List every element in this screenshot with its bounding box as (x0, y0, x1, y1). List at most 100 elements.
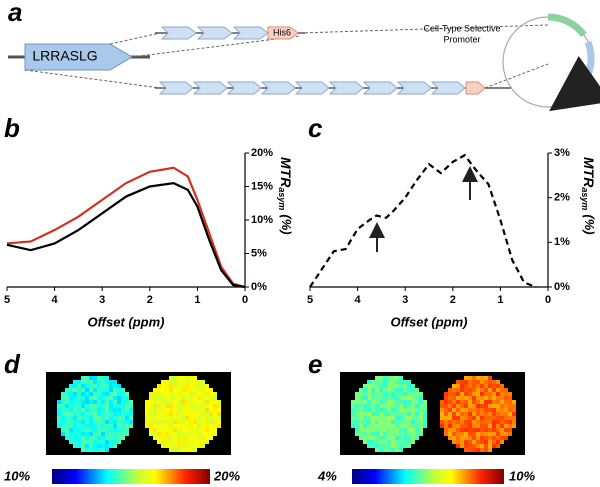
image-pixel (105, 420, 109, 424)
image-pixel (391, 432, 395, 436)
image-pixel (395, 424, 399, 428)
image-pixel (105, 440, 109, 444)
image-pixel (213, 404, 217, 408)
image-pixel (73, 380, 77, 384)
image-pixel (193, 444, 197, 448)
image-pixel (97, 424, 101, 428)
image-pixel (456, 428, 460, 432)
image-pixel (161, 384, 165, 388)
image-pixel (395, 428, 399, 432)
gene-arrow (430, 81, 466, 95)
image-pixel (468, 428, 472, 432)
image-pixel (121, 408, 125, 412)
image-pixel (65, 424, 69, 428)
image-pixel (65, 408, 69, 412)
image-pixel (81, 392, 85, 396)
image-pixel (97, 376, 101, 380)
image-pixel (391, 416, 395, 420)
image-pixel (399, 428, 403, 432)
image-pixel (476, 404, 480, 408)
image-pixel (105, 388, 109, 392)
construct-diagram: LRRASLG His6 Cell-Type Selective Promote… (8, 13, 600, 112)
image-pixel (73, 436, 77, 440)
panel-label: d (4, 349, 21, 379)
image-pixel (399, 392, 403, 396)
image-pixel (69, 428, 73, 432)
image-pixel (69, 420, 73, 424)
image-pixel (355, 392, 359, 396)
image-pixel (177, 376, 181, 380)
image-pixel (359, 420, 363, 424)
image-pixel (363, 408, 367, 412)
image-pixel (101, 424, 105, 428)
image-pixel (105, 412, 109, 416)
image-pixel (492, 428, 496, 432)
image-pixel (169, 416, 173, 420)
image-pixel (387, 380, 391, 384)
image-pixel (161, 436, 165, 440)
image-pixel (492, 384, 496, 388)
image-pixel (512, 400, 516, 404)
image-pixel (73, 440, 77, 444)
image-pixel (464, 404, 468, 408)
image-pixel (89, 388, 93, 392)
image-pixel (440, 412, 444, 416)
image-pixel (165, 412, 169, 416)
image-pixel (169, 440, 173, 444)
image-pixel (500, 392, 504, 396)
image-pixel (419, 404, 423, 408)
image-pixel (407, 388, 411, 392)
image-pixel (415, 420, 419, 424)
image-pixel (117, 388, 121, 392)
image-pixel (129, 424, 133, 428)
image-pixel (391, 436, 395, 440)
image-pixel (113, 408, 117, 412)
image-pixel (399, 444, 403, 448)
image-pixel (480, 396, 484, 400)
image-pixel (193, 404, 197, 408)
image-pixel (383, 392, 387, 396)
image-pixel (181, 408, 185, 412)
image-pixel (488, 412, 492, 416)
image-pixel (113, 416, 117, 420)
image-pixel (125, 400, 129, 404)
image-pixel (415, 424, 419, 428)
image-pixel (363, 412, 367, 416)
y-tick-label: 20% (251, 147, 273, 159)
image-pixel (464, 420, 468, 424)
image-pixel (452, 440, 456, 444)
image-pixel (181, 380, 185, 384)
image-pixel (387, 392, 391, 396)
image-pixel (488, 432, 492, 436)
image-pixel (395, 412, 399, 416)
image-pixel (464, 440, 468, 444)
image-pixel (101, 432, 105, 436)
image-pixel (93, 440, 97, 444)
image-pixel (367, 392, 371, 396)
image-pixel (181, 440, 185, 444)
image-pixel (496, 424, 500, 428)
image-pixel (125, 396, 129, 400)
image-pixel (488, 392, 492, 396)
image-pixel (456, 384, 460, 388)
image-pixel (161, 404, 165, 408)
image-pixel (193, 380, 197, 384)
image-pixel (496, 432, 500, 436)
image-pixel (448, 392, 452, 396)
image-pixel (476, 388, 480, 392)
image-pixel (201, 436, 205, 440)
image-pixel (193, 436, 197, 440)
image-pixel (440, 420, 444, 424)
image-pixel (460, 396, 464, 400)
image-pixel (464, 416, 468, 420)
image-pixel (363, 388, 367, 392)
image-pixel (476, 416, 480, 420)
image-pixel (197, 400, 201, 404)
image-pixel (189, 376, 193, 380)
image-pixel (109, 444, 113, 448)
image-pixel (363, 416, 367, 420)
image-pixel (367, 444, 371, 448)
image-pixel (65, 392, 69, 396)
image-pixel (145, 412, 149, 416)
image-pixel (89, 396, 93, 400)
